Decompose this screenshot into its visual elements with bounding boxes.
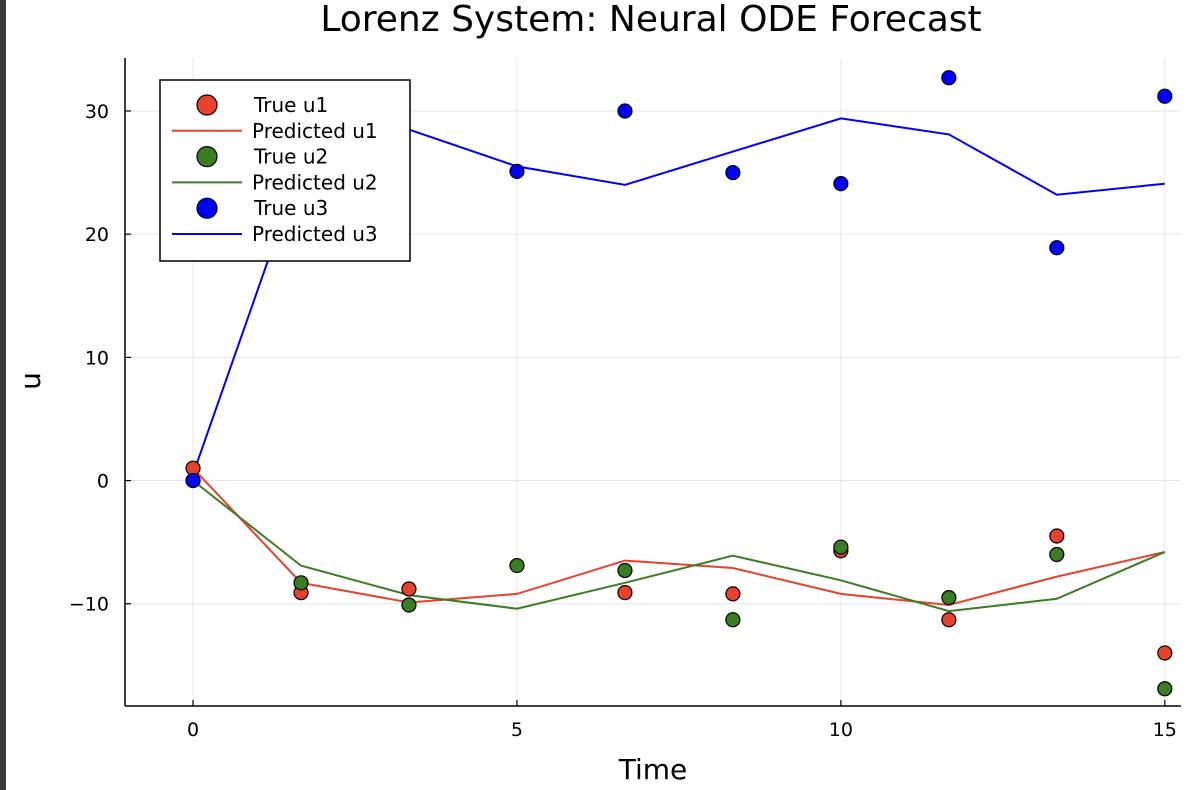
axes [124, 58, 1181, 707]
series-line [192, 479, 1166, 613]
legend-label: Predicted u2 [252, 170, 378, 194]
series-point [833, 176, 849, 192]
series-point [401, 581, 417, 597]
x-tick-label: 0 [187, 719, 199, 741]
y-axis-title: u [14, 372, 47, 390]
series-point [185, 472, 201, 489]
series-point [725, 164, 741, 181]
y-tick-label: 20 [85, 224, 109, 246]
x-tick-label: 15 [1153, 719, 1177, 741]
y-tick-label: 30 [85, 101, 109, 123]
legend-label: True u3 [253, 196, 328, 220]
series-point [401, 597, 417, 613]
series-line [192, 467, 1166, 607]
legend-marker [196, 94, 218, 116]
x-tick-label: 10 [829, 719, 853, 741]
series-point [617, 103, 633, 119]
series-point [725, 586, 741, 602]
legend-marker [196, 197, 218, 219]
series-point [1157, 645, 1173, 661]
legend-label: Predicted u3 [252, 222, 378, 246]
x-tick-label: 5 [511, 719, 523, 741]
window-edge-strip [0, 0, 6, 790]
legend-label: Predicted u1 [252, 119, 378, 143]
series-point [725, 612, 741, 628]
series-point [833, 539, 849, 555]
series-point [1157, 681, 1173, 697]
y-tick-label: 10 [85, 347, 109, 369]
ticks: 0 5 10 15 −10 0 10 20 30 [69, 101, 1177, 741]
series-point [617, 562, 633, 579]
series-point [617, 585, 633, 601]
chart-title: Lorenz System: Neural ODE Forecast [320, 0, 981, 40]
legend-label: True u2 [253, 145, 328, 169]
series-point [509, 557, 525, 574]
legend-label: True u1 [253, 93, 328, 117]
series-point [1049, 528, 1065, 544]
series-point [1049, 240, 1065, 256]
series-point [1157, 88, 1173, 104]
y-tick-label: 0 [97, 471, 109, 493]
legend-marker [196, 146, 218, 168]
series-point [941, 612, 957, 628]
y-tick-label: −10 [69, 594, 109, 616]
series-point [941, 70, 957, 86]
series-point [941, 589, 957, 606]
series-point [1049, 546, 1065, 563]
series-point [293, 575, 309, 591]
x-axis-title: Time [618, 753, 688, 786]
series-point [509, 163, 525, 179]
